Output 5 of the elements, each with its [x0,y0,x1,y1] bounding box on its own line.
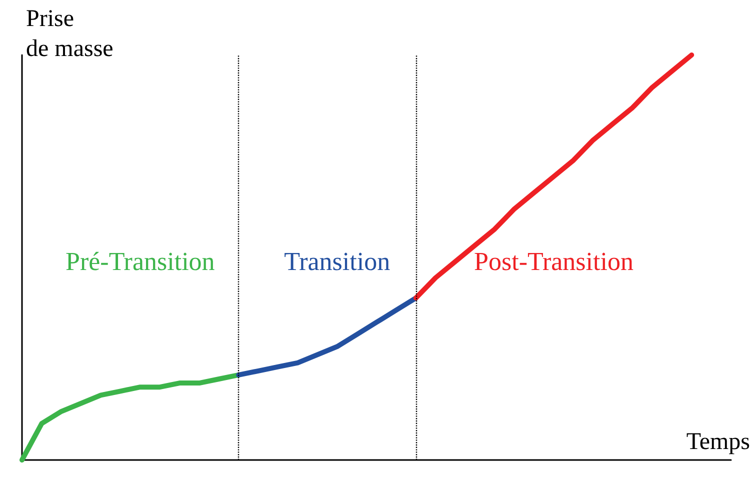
text: Pré-Transition [66,247,215,276]
series-label: Transition [284,247,390,276]
x-axis-title: Temps [686,429,750,455]
series-label: Post-Transition [474,247,634,276]
y-axis-title: Prise de masse [26,6,114,62]
